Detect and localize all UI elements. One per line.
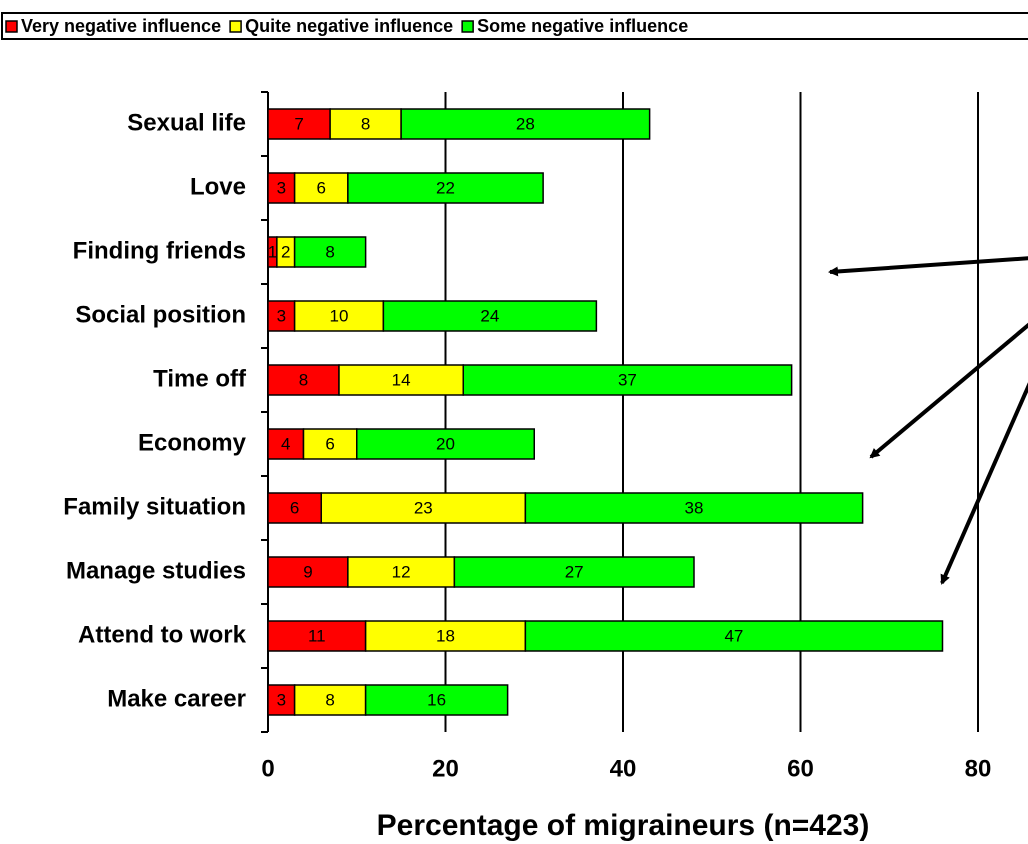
bar-segment — [267, 492, 322, 524]
bar-segment — [347, 172, 544, 204]
bar-value-label: 8 — [299, 370, 308, 389]
bar-value-label: 6 — [290, 498, 299, 517]
legend-box — [1, 12, 1028, 40]
arrow — [869, 322, 1028, 459]
bar-value-label: 38 — [685, 498, 704, 517]
bar-segment — [356, 428, 535, 460]
bar-segment — [267, 556, 349, 588]
y-tick-label: Sexual life — [127, 109, 246, 136]
bar-value-label: 2 — [281, 242, 290, 261]
bar-segment — [267, 364, 340, 396]
bar-value-label: 11 — [308, 626, 326, 645]
bar-value-label: 20 — [436, 434, 455, 453]
bar-value-label: 28 — [516, 114, 535, 133]
y-tick-label: Family situation — [63, 493, 246, 520]
y-tick-label: Make career — [107, 685, 246, 712]
legend-label: Very negative influence — [21, 16, 221, 36]
bar-value-label: 9 — [303, 562, 312, 581]
y-tick-label: Economy — [138, 429, 247, 456]
bar-segment — [462, 364, 793, 396]
x-tick-label: 40 — [610, 755, 637, 782]
bar-segment — [320, 492, 527, 524]
bar-segment — [364, 684, 509, 716]
legend-swatch — [5, 20, 18, 33]
bar-segment — [267, 684, 296, 716]
y-tick-label: Manage studies — [66, 557, 246, 584]
bar-segment — [453, 556, 695, 588]
legend-swatch — [461, 20, 474, 33]
y-tick-label: Time off — [153, 365, 247, 392]
bar-value-label: 8 — [325, 242, 334, 261]
x-axis-title: Percentage of migraineurs (n=423) — [377, 809, 870, 842]
bar-value-label: 14 — [392, 370, 411, 389]
bar-segment — [524, 492, 864, 524]
x-tick-label: 20 — [432, 755, 459, 782]
bar-value-label: 22 — [436, 178, 455, 197]
bar-value-label: 1 — [268, 242, 277, 261]
bar-value-label: 3 — [277, 178, 286, 197]
x-tick-label: 0 — [261, 755, 274, 782]
bar-value-label: 4 — [281, 434, 290, 453]
bar-value-label: 8 — [325, 690, 334, 709]
bar-value-label: 18 — [436, 626, 455, 645]
arrow — [940, 382, 1028, 585]
bar-value-label: 6 — [325, 434, 334, 453]
bar-value-label: 6 — [317, 178, 326, 197]
arrows — [828, 256, 1028, 585]
bar-segment — [400, 108, 651, 140]
legend-label: Some negative influence — [477, 16, 688, 36]
bar-segment — [293, 300, 385, 332]
bar-value-label: 12 — [392, 562, 411, 581]
arrow — [828, 256, 1028, 277]
bar-value-label: 23 — [414, 498, 433, 517]
bar-segment — [293, 236, 367, 268]
bar-value-label: 7 — [294, 114, 303, 133]
bar-value-label: 3 — [277, 690, 286, 709]
legend-label: Quite negative influence — [245, 16, 453, 36]
bar-segment — [267, 620, 367, 652]
bar-segment — [267, 108, 331, 140]
bar-value-label: 10 — [330, 306, 349, 325]
legend-swatch — [229, 20, 242, 33]
y-tick-label: Finding friends — [73, 237, 246, 264]
y-tick-label: Social position — [75, 301, 246, 328]
bar-value-label: 8 — [361, 114, 370, 133]
x-tick-label: 80 — [965, 755, 992, 782]
bar-segment — [524, 620, 944, 652]
bar-segment — [382, 300, 598, 332]
bar-value-label: 37 — [618, 370, 637, 389]
bar-segment — [302, 428, 358, 460]
bar-value-label: 47 — [724, 626, 743, 645]
bar-segment — [338, 364, 464, 396]
bar-segment — [364, 620, 527, 652]
y-tick-label: Attend to work — [78, 621, 247, 648]
bar-value-label: 27 — [565, 562, 584, 581]
bar-value-label: 3 — [277, 306, 286, 325]
bar-value-label: 16 — [427, 690, 446, 709]
y-tick-label: Love — [190, 173, 246, 200]
bar-segment — [267, 428, 305, 460]
x-tick-label: 60 — [787, 755, 814, 782]
bar-value-label: 24 — [480, 306, 499, 325]
